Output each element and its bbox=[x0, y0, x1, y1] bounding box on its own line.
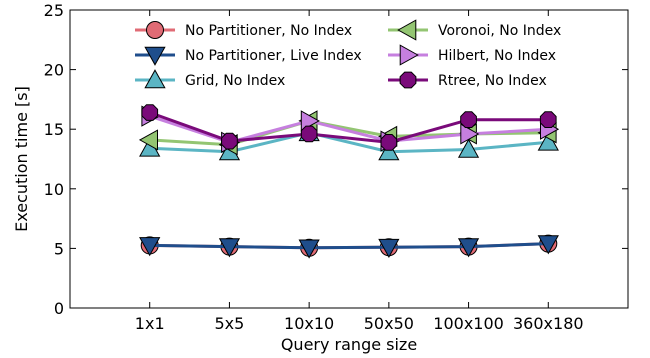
legend: No Partitioner, No Index No Partitioner, … bbox=[135, 19, 561, 89]
x-tick-label: 10x10 bbox=[284, 314, 334, 333]
y-tick-label: 0 bbox=[54, 299, 64, 318]
x-tick-label: 5x5 bbox=[215, 314, 245, 333]
data-point bbox=[380, 134, 398, 151]
legend-item: No Partitioner, Live Index bbox=[135, 46, 362, 66]
x-axis-title: Query range size bbox=[281, 335, 417, 354]
x-tick-label: 100x100 bbox=[433, 314, 504, 333]
legend-marker bbox=[399, 71, 417, 89]
x-tick-label: 360x180 bbox=[513, 314, 584, 333]
series-line bbox=[149, 111, 549, 144]
data-point bbox=[460, 111, 477, 128]
data-point bbox=[139, 237, 161, 257]
legend-marker bbox=[146, 21, 164, 39]
plot-frame bbox=[69, 9, 629, 309]
y-tick-label: 10 bbox=[44, 180, 64, 199]
y-tick-label: 20 bbox=[44, 61, 64, 80]
data-point bbox=[378, 141, 400, 161]
legend-label: Rtree, No Index bbox=[438, 73, 547, 89]
legend-item: Hilbert, No Index bbox=[388, 44, 556, 66]
legend-marker bbox=[397, 19, 417, 41]
data-point bbox=[221, 132, 238, 150]
data-point bbox=[300, 125, 318, 143]
y-tick-label: 25 bbox=[44, 1, 64, 20]
data-point bbox=[218, 238, 241, 258]
legend-label: Hilbert, No Index bbox=[438, 48, 556, 64]
legend-item: No Partitioner, No Index bbox=[135, 21, 352, 39]
data-point bbox=[457, 138, 480, 158]
legend-label: No Partitioner, Live Index bbox=[185, 48, 362, 64]
series-5 bbox=[141, 104, 557, 151]
legend-marker bbox=[399, 44, 419, 66]
data-point bbox=[378, 238, 400, 259]
x-tick-label: 50x50 bbox=[364, 314, 414, 333]
series-1 bbox=[139, 235, 559, 259]
series-layer bbox=[138, 104, 560, 259]
legend-item: Rtree, No Index bbox=[388, 71, 547, 89]
data-point bbox=[138, 129, 158, 151]
legend-marker bbox=[144, 46, 166, 66]
legend-item: Grid, No Index bbox=[135, 69, 285, 89]
legend-marker bbox=[144, 69, 166, 89]
data-point bbox=[457, 238, 480, 258]
data-point bbox=[141, 104, 159, 121]
data-point bbox=[460, 123, 480, 145]
data-point bbox=[539, 111, 557, 128]
legend-label: Grid, No Index bbox=[185, 73, 285, 89]
legend-label: No Partitioner, No Index bbox=[185, 23, 352, 39]
series-line bbox=[149, 131, 549, 154]
series-line bbox=[149, 242, 549, 250]
legend-label: Voronoi, No Index bbox=[438, 23, 561, 39]
series-line bbox=[149, 114, 549, 144]
axis-layer: 0 5 10 15 20 25 1x1 5x5 10x10 50x50 100x100 360x180 bbox=[44, 1, 628, 333]
y-axis-title: Execution time [s] bbox=[12, 86, 31, 232]
y-tick-label: 5 bbox=[54, 239, 64, 258]
legend-item: Voronoi, No Index bbox=[388, 19, 561, 41]
x-tick-label: 1x1 bbox=[135, 314, 165, 333]
data-point bbox=[537, 235, 559, 255]
y-tick-label: 15 bbox=[44, 120, 64, 139]
data-point bbox=[298, 239, 320, 259]
